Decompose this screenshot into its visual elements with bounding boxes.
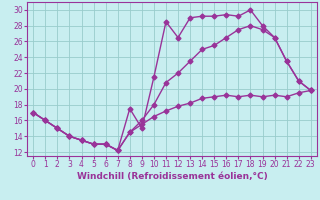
X-axis label: Windchill (Refroidissement éolien,°C): Windchill (Refroidissement éolien,°C) (76, 172, 268, 181)
